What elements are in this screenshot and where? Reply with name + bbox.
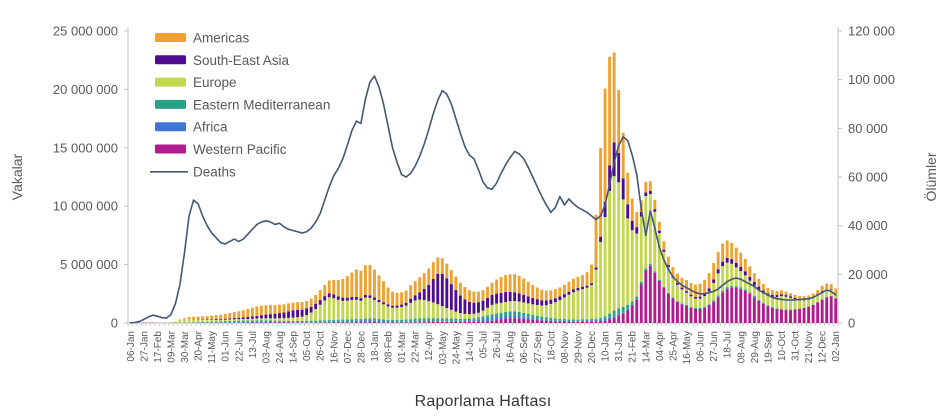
y-right-tick-label: 0 bbox=[848, 316, 855, 331]
bars-eastern-mediterranean bbox=[174, 264, 838, 323]
x-tick-label: 12-Apr bbox=[424, 330, 435, 361]
legend-swatch-europe bbox=[155, 77, 186, 87]
x-tick-label: 22-Jun bbox=[234, 331, 245, 362]
bars-americas bbox=[174, 52, 838, 322]
y-right-tick-label: 40 000 bbox=[848, 218, 888, 233]
y-right-tick-label: 80 000 bbox=[848, 121, 888, 136]
x-tick-label: 14-Mar bbox=[641, 330, 652, 362]
x-axis-labels: 06-Jan 27-Jan 17-Feb 09-Mar 30-Mar 20-Apr 11-M… bbox=[126, 330, 842, 364]
x-tick-label: 11-May bbox=[207, 331, 218, 364]
x-tick-label: 18-Oct bbox=[546, 331, 557, 361]
y-left-tick-label: 15 000 000 bbox=[53, 140, 118, 155]
x-tick-label: 16-May bbox=[682, 331, 693, 364]
x-tick-label: 31-Oct bbox=[791, 331, 802, 361]
x-tick-label: 03-Aug bbox=[261, 331, 272, 363]
x-tick-label: 24-May bbox=[451, 331, 462, 364]
y-right-tick-label: 20 000 bbox=[848, 267, 888, 282]
x-tick-label: 27-Jun bbox=[709, 331, 720, 362]
x-tick-label: 19-Sep bbox=[763, 331, 774, 364]
x-tick-label: 21-Nov bbox=[804, 331, 815, 363]
x-tick-label: 16-Aug bbox=[506, 331, 517, 363]
bars-africa bbox=[196, 265, 792, 323]
legend-label-eastern-mediterranean: Eastern Mediterranean bbox=[193, 97, 330, 112]
x-tick-label: 13-Jul bbox=[248, 331, 259, 358]
x-tick-label: 26-Jul bbox=[492, 331, 503, 358]
legend-label-deaths: Deaths bbox=[193, 164, 236, 179]
x-tick-label: 29-Aug bbox=[750, 331, 761, 363]
x-tick-label: 10-Jan bbox=[601, 331, 612, 362]
y-right-tick-label: 100 000 bbox=[848, 72, 895, 87]
x-tick-label: 18-Jul bbox=[723, 331, 734, 358]
x-tick-label: 24-Aug bbox=[275, 331, 286, 363]
x-tick-label: 31-Jan bbox=[614, 331, 625, 362]
y-left-tick-label: 10 000 000 bbox=[53, 199, 118, 214]
legend-label-europe: Europe bbox=[193, 75, 237, 90]
x-tick-label: 07-Dec bbox=[343, 331, 354, 363]
x-axis-ticks bbox=[127, 323, 839, 326]
x-tick-label: 25-Apr bbox=[668, 330, 679, 361]
x-tick-label: 04-Apr bbox=[655, 330, 666, 361]
x-tick-label: 20-Apr bbox=[194, 330, 205, 361]
x-tick-label: 22-Mar bbox=[411, 330, 422, 362]
x-axis-title: Raporlama Haftası bbox=[414, 393, 552, 410]
y-left-tick-label: 5 000 000 bbox=[60, 257, 118, 272]
x-tick-label: 10-Oct bbox=[777, 331, 788, 361]
right-axis-title: Ölümler bbox=[923, 152, 939, 202]
legend-swatch-africa bbox=[155, 122, 186, 132]
x-tick-label: 03-May bbox=[438, 331, 449, 364]
x-tick-label: 01-Mar bbox=[397, 330, 408, 362]
x-tick-label: 27-Sep bbox=[533, 331, 544, 364]
legend-label-south-east-asia: South-East Asia bbox=[193, 53, 290, 68]
x-tick-label: 02-Jan bbox=[831, 331, 842, 362]
deaths-line bbox=[129, 75, 837, 324]
legend: Americas South-East Asia Europe Eastern Med… bbox=[150, 31, 330, 179]
x-tick-label: 12-Dec bbox=[818, 331, 829, 363]
y-right-tick-label: 60 000 bbox=[848, 170, 888, 185]
x-tick-label: 05-Oct bbox=[302, 331, 313, 361]
y-left-tick-label: 20 000 000 bbox=[53, 82, 118, 97]
left-axis-title: Vakalar bbox=[9, 153, 25, 201]
legend-swatch-western-pacific bbox=[155, 144, 186, 154]
x-tick-label: 20-Dec bbox=[587, 331, 598, 363]
x-tick-label: 08-Aug bbox=[736, 331, 747, 363]
x-tick-label: 27-Jan bbox=[139, 331, 150, 362]
x-tick-label: 17-Feb bbox=[153, 331, 164, 363]
x-tick-label: 26-Oct bbox=[316, 331, 327, 361]
legend-swatch-eastern-mediterranean bbox=[155, 99, 186, 109]
bars-south-east-asia bbox=[187, 142, 838, 320]
x-tick-label: 01-Jun bbox=[221, 331, 232, 362]
x-tick-label: 06-Jun bbox=[696, 331, 707, 362]
x-tick-label: 05-Jul bbox=[479, 331, 490, 358]
x-tick-label: 08-Nov bbox=[560, 331, 571, 363]
bars-western-pacific bbox=[137, 265, 838, 323]
x-tick-label: 14-Jun bbox=[465, 331, 476, 362]
x-tick-label: 08-Feb bbox=[384, 331, 395, 363]
x-tick-label: 29-Nov bbox=[573, 331, 584, 363]
x-tick-label: 30-Mar bbox=[180, 330, 191, 362]
x-tick-label: 09-Mar bbox=[166, 330, 177, 362]
x-tick-label: 14-Sep bbox=[289, 331, 300, 364]
y-axis-left: 0 5 000 000 10 000 000 15 000 000 20 000 000… bbox=[53, 24, 128, 331]
x-tick-label: 16-Nov bbox=[329, 331, 340, 363]
legend-label-americas: Americas bbox=[193, 31, 250, 46]
x-tick-label: 21-Feb bbox=[628, 331, 639, 363]
y-left-tick-label: 0 bbox=[111, 316, 118, 331]
x-tick-label: 06-Sep bbox=[519, 331, 530, 364]
legend-label-western-pacific: Western Pacific bbox=[193, 142, 287, 157]
y-left-tick-label: 25 000 000 bbox=[53, 24, 118, 39]
x-tick-label: 28-Dec bbox=[356, 331, 367, 363]
legend-swatch-americas bbox=[155, 33, 186, 42]
legend-swatch-south-east-asia bbox=[155, 55, 186, 65]
legend-label-africa: Africa bbox=[193, 120, 228, 135]
x-tick-label: 18-Jan bbox=[370, 331, 381, 362]
y-axis-right: 0 20 000 40 000 60 000 80 000 100 000 120 000 bbox=[838, 24, 895, 331]
x-tick-label: 06-Jan bbox=[126, 331, 137, 362]
y-right-tick-label: 120 000 bbox=[848, 24, 895, 39]
